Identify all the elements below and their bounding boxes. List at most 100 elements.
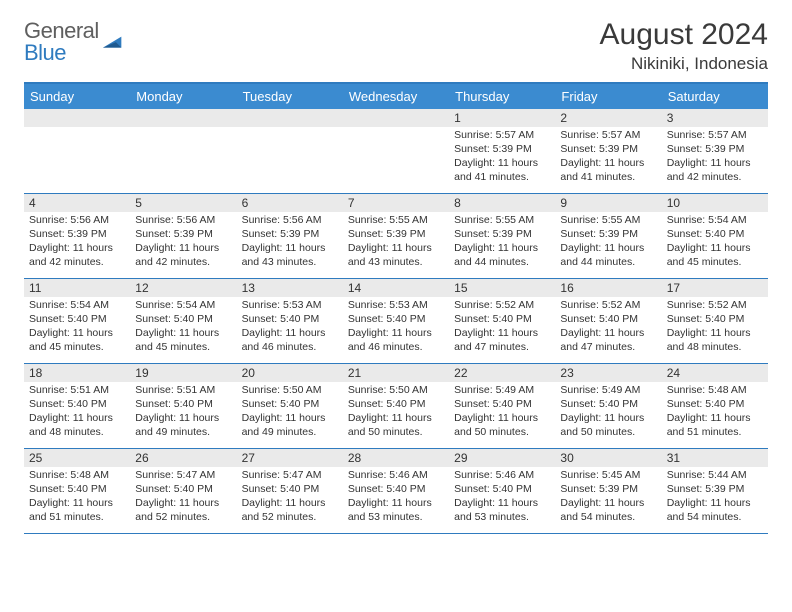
- day-details: Sunrise: 5:45 AMSunset: 5:39 PMDaylight:…: [555, 467, 661, 528]
- daylight-text: Daylight: 11 hours and 48 minutes.: [667, 327, 764, 355]
- daylight-text: Daylight: 11 hours and 51 minutes.: [667, 412, 764, 440]
- sunset-text: Sunset: 5:40 PM: [135, 313, 232, 327]
- logo-triangle-icon: [103, 34, 125, 52]
- sunrise-text: Sunrise: 5:50 AM: [348, 384, 445, 398]
- sunset-text: Sunset: 5:39 PM: [667, 483, 764, 497]
- day-number: 27: [237, 449, 343, 467]
- header: General Blue August 2024 Nikiniki, Indon…: [24, 18, 768, 74]
- day-details: Sunrise: 5:53 AMSunset: 5:40 PMDaylight:…: [343, 297, 449, 358]
- day-cell: 21Sunrise: 5:50 AMSunset: 5:40 PMDayligh…: [343, 364, 449, 448]
- week-row: 1Sunrise: 5:57 AMSunset: 5:39 PMDaylight…: [24, 109, 768, 194]
- day-number: 23: [555, 364, 661, 382]
- day-details: Sunrise: 5:51 AMSunset: 5:40 PMDaylight:…: [24, 382, 130, 443]
- day-number: 3: [662, 109, 768, 127]
- day-details: Sunrise: 5:47 AMSunset: 5:40 PMDaylight:…: [237, 467, 343, 528]
- daylight-text: Daylight: 11 hours and 51 minutes.: [29, 497, 126, 525]
- sunset-text: Sunset: 5:39 PM: [667, 143, 764, 157]
- daylight-text: Daylight: 11 hours and 42 minutes.: [29, 242, 126, 270]
- day-cell: 1Sunrise: 5:57 AMSunset: 5:39 PMDaylight…: [449, 109, 555, 193]
- day-cell: 15Sunrise: 5:52 AMSunset: 5:40 PMDayligh…: [449, 279, 555, 363]
- day-details: Sunrise: 5:48 AMSunset: 5:40 PMDaylight:…: [662, 382, 768, 443]
- sunrise-text: Sunrise: 5:51 AM: [29, 384, 126, 398]
- day-number: 9: [555, 194, 661, 212]
- day-cell: 9Sunrise: 5:55 AMSunset: 5:39 PMDaylight…: [555, 194, 661, 278]
- sunset-text: Sunset: 5:40 PM: [454, 398, 551, 412]
- title-block: August 2024 Nikiniki, Indonesia: [600, 18, 768, 74]
- day-number: [343, 109, 449, 127]
- day-details: Sunrise: 5:52 AMSunset: 5:40 PMDaylight:…: [555, 297, 661, 358]
- sunset-text: Sunset: 5:40 PM: [667, 313, 764, 327]
- sunset-text: Sunset: 5:39 PM: [560, 228, 657, 242]
- day-details: [130, 127, 236, 133]
- day-number: 10: [662, 194, 768, 212]
- day-details: Sunrise: 5:57 AMSunset: 5:39 PMDaylight:…: [449, 127, 555, 188]
- day-cell: [343, 109, 449, 193]
- sunrise-text: Sunrise: 5:49 AM: [454, 384, 551, 398]
- sunset-text: Sunset: 5:39 PM: [454, 228, 551, 242]
- sunset-text: Sunset: 5:40 PM: [29, 398, 126, 412]
- calendar-grid: Sunday Monday Tuesday Wednesday Thursday…: [24, 82, 768, 534]
- sunset-text: Sunset: 5:40 PM: [348, 313, 445, 327]
- day-details: Sunrise: 5:54 AMSunset: 5:40 PMDaylight:…: [662, 212, 768, 273]
- sunrise-text: Sunrise: 5:46 AM: [348, 469, 445, 483]
- sunset-text: Sunset: 5:40 PM: [242, 483, 339, 497]
- day-number: 1: [449, 109, 555, 127]
- sunrise-text: Sunrise: 5:47 AM: [135, 469, 232, 483]
- day-details: Sunrise: 5:44 AMSunset: 5:39 PMDaylight:…: [662, 467, 768, 528]
- day-details: Sunrise: 5:54 AMSunset: 5:40 PMDaylight:…: [24, 297, 130, 358]
- daylight-text: Daylight: 11 hours and 44 minutes.: [560, 242, 657, 270]
- day-cell: 4Sunrise: 5:56 AMSunset: 5:39 PMDaylight…: [24, 194, 130, 278]
- day-cell: 30Sunrise: 5:45 AMSunset: 5:39 PMDayligh…: [555, 449, 661, 533]
- sunrise-text: Sunrise: 5:56 AM: [242, 214, 339, 228]
- sunset-text: Sunset: 5:40 PM: [560, 398, 657, 412]
- daylight-text: Daylight: 11 hours and 45 minutes.: [135, 327, 232, 355]
- sunrise-text: Sunrise: 5:51 AM: [135, 384, 232, 398]
- day-details: [24, 127, 130, 133]
- sunrise-text: Sunrise: 5:46 AM: [454, 469, 551, 483]
- daylight-text: Daylight: 11 hours and 52 minutes.: [135, 497, 232, 525]
- daylight-text: Daylight: 11 hours and 41 minutes.: [454, 157, 551, 185]
- day-number: 30: [555, 449, 661, 467]
- day-number: 28: [343, 449, 449, 467]
- day-number: 12: [130, 279, 236, 297]
- month-title: August 2024: [600, 18, 768, 52]
- sunset-text: Sunset: 5:39 PM: [29, 228, 126, 242]
- sunrise-text: Sunrise: 5:45 AM: [560, 469, 657, 483]
- day-details: Sunrise: 5:55 AMSunset: 5:39 PMDaylight:…: [343, 212, 449, 273]
- day-details: Sunrise: 5:55 AMSunset: 5:39 PMDaylight:…: [449, 212, 555, 273]
- day-cell: 2Sunrise: 5:57 AMSunset: 5:39 PMDaylight…: [555, 109, 661, 193]
- daylight-text: Daylight: 11 hours and 43 minutes.: [348, 242, 445, 270]
- day-details: Sunrise: 5:56 AMSunset: 5:39 PMDaylight:…: [237, 212, 343, 273]
- day-details: Sunrise: 5:52 AMSunset: 5:40 PMDaylight:…: [449, 297, 555, 358]
- day-number: 19: [130, 364, 236, 382]
- day-details: Sunrise: 5:51 AMSunset: 5:40 PMDaylight:…: [130, 382, 236, 443]
- day-cell: 28Sunrise: 5:46 AMSunset: 5:40 PMDayligh…: [343, 449, 449, 533]
- day-details: Sunrise: 5:54 AMSunset: 5:40 PMDaylight:…: [130, 297, 236, 358]
- day-number: [24, 109, 130, 127]
- sunrise-text: Sunrise: 5:53 AM: [242, 299, 339, 313]
- sunrise-text: Sunrise: 5:57 AM: [560, 129, 657, 143]
- day-number: 17: [662, 279, 768, 297]
- day-number: 26: [130, 449, 236, 467]
- sunset-text: Sunset: 5:39 PM: [560, 483, 657, 497]
- day-details: Sunrise: 5:56 AMSunset: 5:39 PMDaylight:…: [130, 212, 236, 273]
- day-details: Sunrise: 5:56 AMSunset: 5:39 PMDaylight:…: [24, 212, 130, 273]
- sunrise-text: Sunrise: 5:57 AM: [454, 129, 551, 143]
- day-details: Sunrise: 5:55 AMSunset: 5:39 PMDaylight:…: [555, 212, 661, 273]
- day-details: Sunrise: 5:53 AMSunset: 5:40 PMDaylight:…: [237, 297, 343, 358]
- daylight-text: Daylight: 11 hours and 53 minutes.: [348, 497, 445, 525]
- day-cell: 17Sunrise: 5:52 AMSunset: 5:40 PMDayligh…: [662, 279, 768, 363]
- day-cell: 13Sunrise: 5:53 AMSunset: 5:40 PMDayligh…: [237, 279, 343, 363]
- day-header-tue: Tuesday: [237, 84, 343, 109]
- day-cell: 24Sunrise: 5:48 AMSunset: 5:40 PMDayligh…: [662, 364, 768, 448]
- daylight-text: Daylight: 11 hours and 54 minutes.: [560, 497, 657, 525]
- day-cell: 12Sunrise: 5:54 AMSunset: 5:40 PMDayligh…: [130, 279, 236, 363]
- sunrise-text: Sunrise: 5:56 AM: [135, 214, 232, 228]
- daylight-text: Daylight: 11 hours and 42 minutes.: [135, 242, 232, 270]
- sunrise-text: Sunrise: 5:55 AM: [348, 214, 445, 228]
- sunset-text: Sunset: 5:40 PM: [29, 313, 126, 327]
- day-number: 5: [130, 194, 236, 212]
- day-number: 29: [449, 449, 555, 467]
- day-cell: 25Sunrise: 5:48 AMSunset: 5:40 PMDayligh…: [24, 449, 130, 533]
- day-cell: 19Sunrise: 5:51 AMSunset: 5:40 PMDayligh…: [130, 364, 236, 448]
